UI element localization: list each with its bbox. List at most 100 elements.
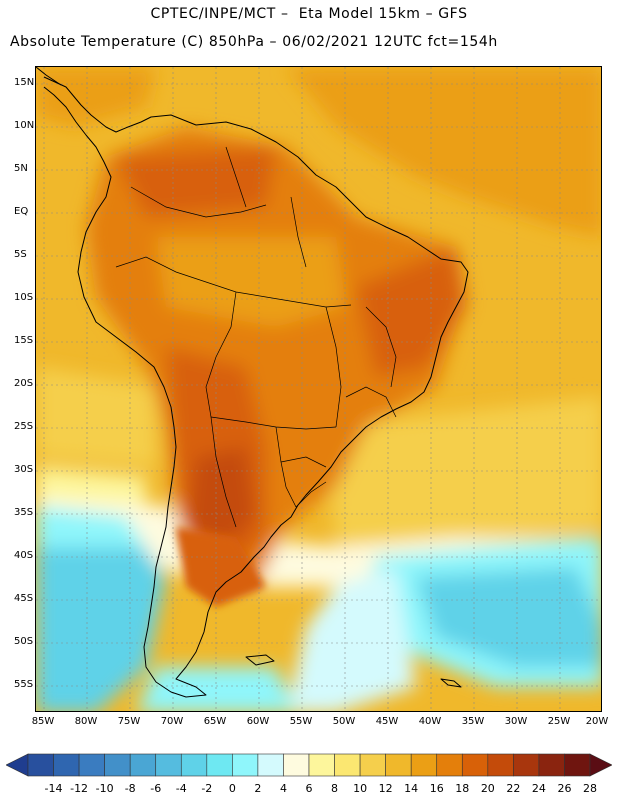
colorbar-cell — [257, 753, 284, 777]
colorbar-tick-label: 10 — [353, 782, 368, 795]
lon-label: 85W — [31, 716, 55, 727]
map-canvas — [36, 67, 601, 711]
colorbar-cell — [104, 753, 131, 777]
pacific-pale — [36, 467, 146, 507]
pacific-yellow — [36, 367, 156, 467]
north-atlantic-warm — [286, 67, 601, 237]
lon-label: 60W — [246, 716, 270, 727]
colorbar-tick-label: -2 — [201, 782, 213, 795]
colorbar-cell — [334, 753, 361, 777]
colorbar-cell — [53, 753, 80, 777]
falklands — [245, 654, 275, 666]
colorbar-tick-label: 26 — [557, 782, 572, 795]
colorbar-cell — [436, 753, 463, 777]
colorbar-tick-label: 28 — [583, 782, 597, 795]
colorbar-tick-label: 6 — [305, 782, 313, 795]
colorbar-min-arrow — [6, 753, 29, 777]
cold-atlantic-pale — [286, 567, 416, 711]
colorbar-max-arrow — [589, 753, 612, 777]
colorbar-cell — [308, 753, 335, 777]
lon-label: 40W — [418, 716, 442, 727]
south-atlantic-yellow — [326, 397, 601, 547]
colorbar — [6, 753, 612, 777]
lat-label: 10N — [14, 120, 35, 131]
venezuela-hot — [116, 147, 276, 217]
colorbar-tick-label: 18 — [455, 782, 470, 795]
colorbar-tick-label: 24 — [531, 782, 546, 795]
lat-label: 45S — [14, 593, 34, 604]
patagonia-warm — [176, 527, 266, 607]
colorbar-tick-label: 20 — [480, 782, 495, 795]
colorbar-tick-label: 2 — [254, 782, 262, 795]
colorbar-cell — [232, 753, 259, 777]
lon-label: 80W — [74, 716, 98, 727]
nordeste-hot — [356, 247, 466, 377]
lat-label: 40S — [14, 550, 34, 561]
colorbar-cell — [410, 753, 438, 777]
colorbar-tick-label: 4 — [279, 782, 287, 795]
lon-label: 30W — [504, 716, 528, 727]
colorbar-tick-label: 16 — [429, 782, 444, 795]
chaco-hottest — [186, 447, 256, 547]
colorbar-cell — [461, 753, 489, 777]
south-america-coast — [43, 76, 469, 698]
map-title-line2: Absolute Temperature (C) 850hPa – 06/02/… — [10, 34, 498, 50]
colorbar-tick-label: -8 — [124, 782, 136, 795]
lat-label: 25S — [14, 421, 34, 432]
lon-label: 50W — [332, 716, 356, 727]
lat-label: 30S — [14, 464, 34, 475]
amazon-cooler — [156, 237, 346, 327]
lon-label: 45W — [375, 716, 399, 727]
cold-atlantic-core — [416, 567, 601, 667]
lat-label: 15N — [14, 77, 35, 88]
colorbar-cell — [385, 753, 412, 777]
lat-label: 35S — [14, 507, 34, 518]
colorbar-cell — [78, 753, 105, 777]
central-america — [36, 67, 62, 86]
lat-label: 15S — [14, 335, 34, 346]
colorbar-cell — [129, 753, 157, 777]
colorbar-cell — [359, 753, 386, 777]
colorbar-tick-label: 8 — [331, 782, 339, 795]
colorbar-tick-label: 12 — [378, 782, 393, 795]
colorbar-tick-label: 22 — [506, 782, 521, 795]
colorbar-cell — [180, 753, 208, 777]
colorbar-cell — [27, 753, 54, 777]
coastlines — [36, 67, 469, 698]
colorbar-cell — [564, 753, 591, 777]
country-borders — [115, 146, 397, 528]
caribbean-warm — [36, 67, 156, 127]
colorbar-cell — [283, 753, 310, 777]
colorbar-cell — [487, 753, 514, 777]
colorbar-tick-label: -14 — [44, 782, 63, 795]
lat-label: 10S — [14, 292, 34, 303]
lon-label: 25W — [547, 716, 571, 727]
lon-label: 75W — [117, 716, 141, 727]
lat-label: 5N — [14, 163, 28, 174]
lat-label: 20S — [14, 378, 34, 389]
lat-label: EQ — [14, 206, 29, 217]
south-georgia — [440, 678, 462, 688]
lat-label: 5S — [14, 249, 27, 260]
colorbar-cell — [206, 753, 233, 777]
cold-pacific — [36, 527, 166, 711]
colorbar-tick-label: 0 — [228, 782, 236, 795]
colorbar-tick-label: -6 — [150, 782, 162, 795]
lon-label: 70W — [160, 716, 184, 727]
cold-pacific-light — [36, 507, 146, 547]
colorbar-cell — [513, 753, 540, 777]
colorbar-cell — [538, 753, 565, 777]
lon-label: 65W — [203, 716, 227, 727]
colorbar-cell — [155, 753, 182, 777]
lat-label: 50S — [14, 636, 34, 647]
lon-label: 55W — [289, 716, 313, 727]
lon-label: 35W — [461, 716, 485, 727]
colorbar-tick-label: -4 — [175, 782, 187, 795]
temperature-map[interactable] — [35, 66, 602, 712]
map-title-line1: CPTEC/INPE/MCT – Eta Model 15km – GFS — [150, 6, 468, 22]
colorbar-tick-label: 14 — [404, 782, 419, 795]
lat-label: 55S — [14, 679, 34, 690]
lon-label: 20W — [585, 716, 609, 727]
colorbar-tick-label: -12 — [70, 782, 89, 795]
colorbar-tick-label: -10 — [95, 782, 114, 795]
